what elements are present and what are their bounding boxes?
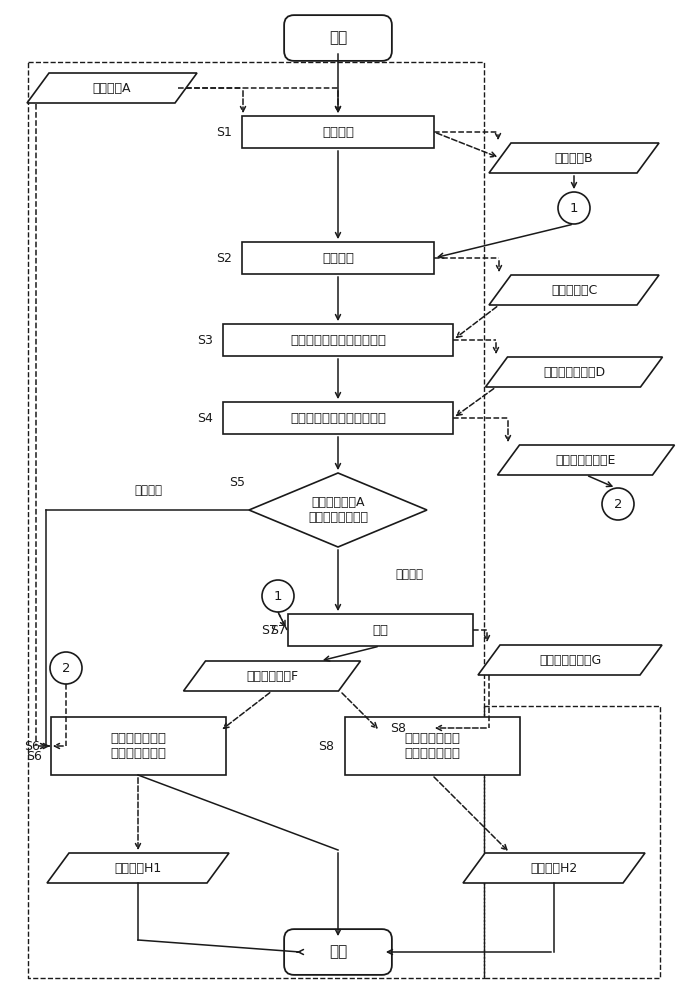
Text: 生成附加有表情
的唇音同步动画: 生成附加有表情 的唇音同步动画 bbox=[110, 732, 166, 760]
Text: S5: S5 bbox=[229, 477, 245, 489]
Text: 影像数据H1: 影像数据H1 bbox=[114, 861, 162, 874]
Bar bbox=[51, 717, 225, 775]
Text: 2: 2 bbox=[614, 497, 622, 510]
Text: S8: S8 bbox=[318, 740, 334, 752]
Polygon shape bbox=[478, 645, 662, 675]
FancyBboxPatch shape bbox=[284, 929, 392, 975]
Text: 按照每个词语取得表情数据: 按照每个词语取得表情数据 bbox=[290, 334, 386, 347]
Polygon shape bbox=[249, 473, 427, 547]
Text: 影像数据H2: 影像数据H2 bbox=[530, 861, 577, 874]
Text: S6: S6 bbox=[26, 750, 42, 762]
Text: 按照每个语句决定表情数据: 按照每个语句决定表情数据 bbox=[290, 412, 386, 424]
Circle shape bbox=[558, 192, 590, 224]
Text: S7: S7 bbox=[261, 624, 278, 637]
Text: S4: S4 bbox=[197, 412, 213, 424]
Polygon shape bbox=[489, 143, 659, 173]
Bar bbox=[223, 402, 453, 434]
Text: S1: S1 bbox=[216, 125, 232, 138]
Circle shape bbox=[602, 488, 634, 520]
Text: 相同语言: 相同语言 bbox=[134, 484, 162, 496]
Bar bbox=[223, 324, 453, 356]
FancyBboxPatch shape bbox=[284, 15, 392, 61]
Text: 1: 1 bbox=[274, 589, 282, 602]
Polygon shape bbox=[183, 661, 360, 691]
Text: 词语数据组C: 词语数据组C bbox=[551, 284, 597, 296]
Text: 语句表情数据组E: 语句表情数据组E bbox=[556, 454, 616, 466]
Text: 生成附加有表情
的唇音同步动画: 生成附加有表情 的唇音同步动画 bbox=[404, 732, 460, 760]
Polygon shape bbox=[27, 73, 197, 103]
Circle shape bbox=[262, 580, 294, 612]
Text: 不同语言: 不同语言 bbox=[395, 568, 423, 582]
Text: 翻译: 翻译 bbox=[372, 624, 388, 637]
Bar bbox=[242, 116, 434, 148]
Text: 开始: 开始 bbox=[329, 30, 347, 45]
Bar bbox=[242, 242, 434, 274]
Polygon shape bbox=[489, 275, 659, 305]
Polygon shape bbox=[498, 445, 674, 475]
Text: S3: S3 bbox=[197, 334, 213, 347]
Text: 文本数据B: 文本数据B bbox=[554, 151, 593, 164]
Text: 面部图像数据F: 面部图像数据F bbox=[246, 670, 298, 682]
Text: 翻译语句数据组G: 翻译语句数据组G bbox=[539, 654, 601, 666]
Text: S6: S6 bbox=[24, 740, 41, 752]
Text: 语音数据A: 语音数据A bbox=[93, 82, 131, 95]
Polygon shape bbox=[485, 357, 663, 387]
Text: S7: S7 bbox=[270, 624, 286, 637]
Polygon shape bbox=[463, 853, 645, 883]
Text: S2: S2 bbox=[216, 251, 232, 264]
Text: 结束: 结束 bbox=[329, 944, 347, 960]
Bar bbox=[345, 717, 519, 775]
Circle shape bbox=[50, 652, 82, 684]
Bar bbox=[288, 614, 473, 646]
Text: 词语检测: 词语检测 bbox=[322, 251, 354, 264]
Text: 词语表情数据组D: 词语表情数据组D bbox=[543, 365, 605, 378]
Text: 以与语音数据A
相同的语言制作？: 以与语音数据A 相同的语言制作？ bbox=[308, 496, 368, 524]
Text: S8: S8 bbox=[390, 722, 406, 734]
Text: 文本转换: 文本转换 bbox=[322, 125, 354, 138]
Text: 1: 1 bbox=[570, 202, 578, 215]
Polygon shape bbox=[47, 853, 229, 883]
Text: 2: 2 bbox=[62, 662, 70, 674]
